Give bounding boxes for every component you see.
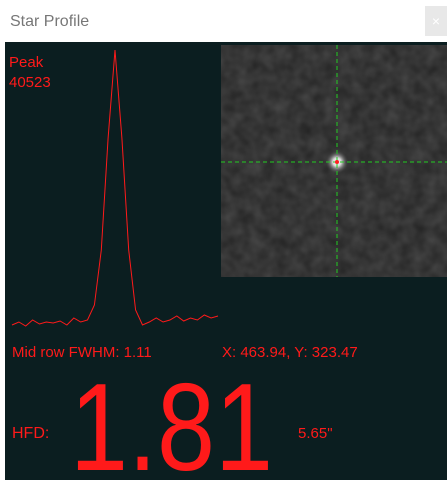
hfd-label: HFD: [12,425,49,442]
peak-label: Peak [9,54,44,71]
profile-line [11,49,219,327]
window-title: Star Profile [10,13,89,30]
close-icon[interactable]: × [432,13,440,29]
position: X: 463.94, Y: 323.47 [222,344,358,361]
centroid [335,160,339,164]
title-bar [0,0,447,42]
close-button[interactable] [425,6,447,36]
fwhm: Mid row FWHM: 1.11 [12,344,152,361]
hfd-value: 1.81 [70,359,273,480]
peak-value: 40523 [9,74,51,91]
arcsec: 5.65" [298,425,333,442]
